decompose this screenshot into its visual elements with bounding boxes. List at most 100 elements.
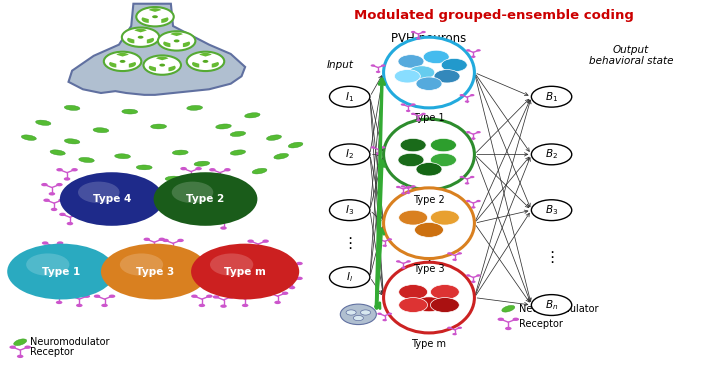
Circle shape: [470, 94, 474, 96]
Wedge shape: [183, 42, 190, 47]
Circle shape: [220, 304, 227, 308]
Circle shape: [329, 144, 370, 165]
Ellipse shape: [187, 105, 203, 110]
Circle shape: [48, 292, 55, 295]
Circle shape: [109, 295, 115, 298]
Ellipse shape: [252, 168, 267, 174]
Circle shape: [25, 346, 31, 349]
Ellipse shape: [136, 165, 152, 170]
Circle shape: [399, 210, 428, 225]
Text: Type 1: Type 1: [413, 113, 445, 124]
Text: $I_3$: $I_3$: [345, 203, 354, 217]
Circle shape: [48, 280, 54, 284]
Circle shape: [177, 239, 184, 242]
Ellipse shape: [288, 142, 303, 148]
Circle shape: [531, 295, 572, 315]
Text: ⋮: ⋮: [421, 253, 437, 268]
Circle shape: [9, 346, 16, 349]
Circle shape: [407, 260, 411, 263]
Circle shape: [452, 259, 457, 261]
Circle shape: [497, 318, 504, 321]
Circle shape: [470, 176, 474, 178]
Text: Type 3: Type 3: [136, 267, 174, 276]
Circle shape: [531, 200, 572, 221]
Wedge shape: [129, 62, 136, 68]
Circle shape: [209, 168, 216, 171]
Circle shape: [376, 71, 381, 73]
Circle shape: [505, 327, 512, 330]
Circle shape: [471, 206, 476, 209]
Circle shape: [172, 182, 213, 203]
Circle shape: [68, 295, 75, 298]
Ellipse shape: [384, 37, 474, 108]
Circle shape: [466, 200, 470, 202]
Circle shape: [381, 146, 386, 148]
Circle shape: [275, 251, 281, 254]
Circle shape: [531, 86, 572, 107]
Circle shape: [441, 58, 467, 72]
Ellipse shape: [50, 150, 66, 155]
Circle shape: [143, 238, 150, 241]
Circle shape: [249, 295, 256, 298]
Circle shape: [371, 146, 375, 148]
Circle shape: [195, 167, 202, 170]
Circle shape: [406, 110, 410, 112]
Circle shape: [477, 131, 481, 134]
Text: Type m: Type m: [412, 339, 446, 349]
Ellipse shape: [172, 150, 188, 155]
Text: $I_2$: $I_2$: [345, 147, 354, 161]
Circle shape: [74, 213, 81, 216]
Circle shape: [399, 285, 428, 299]
Text: Output
behavioral state: Output behavioral state: [588, 45, 673, 66]
Circle shape: [36, 260, 43, 263]
Circle shape: [267, 292, 273, 295]
Wedge shape: [170, 32, 183, 36]
Ellipse shape: [35, 120, 51, 125]
Ellipse shape: [14, 339, 27, 346]
Circle shape: [180, 167, 187, 170]
Circle shape: [406, 192, 410, 194]
Circle shape: [169, 248, 177, 251]
Circle shape: [381, 64, 386, 67]
Text: $I_l$: $I_l$: [346, 270, 353, 284]
Circle shape: [459, 94, 464, 96]
Circle shape: [63, 292, 70, 295]
Circle shape: [71, 168, 78, 171]
Text: $B_1$: $B_1$: [545, 90, 558, 104]
Circle shape: [353, 315, 363, 321]
Circle shape: [159, 64, 165, 67]
Circle shape: [471, 55, 476, 58]
Wedge shape: [127, 38, 134, 43]
Ellipse shape: [64, 139, 80, 144]
Circle shape: [7, 244, 115, 299]
Circle shape: [477, 274, 481, 277]
Wedge shape: [149, 65, 156, 71]
Circle shape: [136, 7, 174, 26]
Circle shape: [415, 297, 443, 312]
Circle shape: [360, 310, 371, 315]
Ellipse shape: [267, 135, 281, 140]
Circle shape: [430, 285, 459, 299]
Circle shape: [396, 186, 400, 188]
Ellipse shape: [122, 109, 138, 114]
Circle shape: [371, 64, 375, 67]
Wedge shape: [141, 17, 149, 23]
Circle shape: [76, 304, 83, 307]
Circle shape: [56, 183, 63, 186]
Circle shape: [242, 304, 249, 307]
Wedge shape: [116, 53, 129, 57]
Circle shape: [398, 55, 424, 68]
Ellipse shape: [340, 304, 376, 324]
Circle shape: [59, 213, 66, 216]
Circle shape: [296, 262, 303, 265]
Circle shape: [329, 200, 370, 221]
Circle shape: [262, 240, 269, 243]
Circle shape: [17, 355, 24, 358]
Text: Type m: Type m: [224, 267, 266, 276]
Circle shape: [288, 271, 296, 275]
Circle shape: [187, 52, 224, 71]
Circle shape: [471, 137, 476, 140]
Circle shape: [382, 319, 387, 321]
Ellipse shape: [230, 150, 246, 155]
Circle shape: [531, 144, 572, 165]
